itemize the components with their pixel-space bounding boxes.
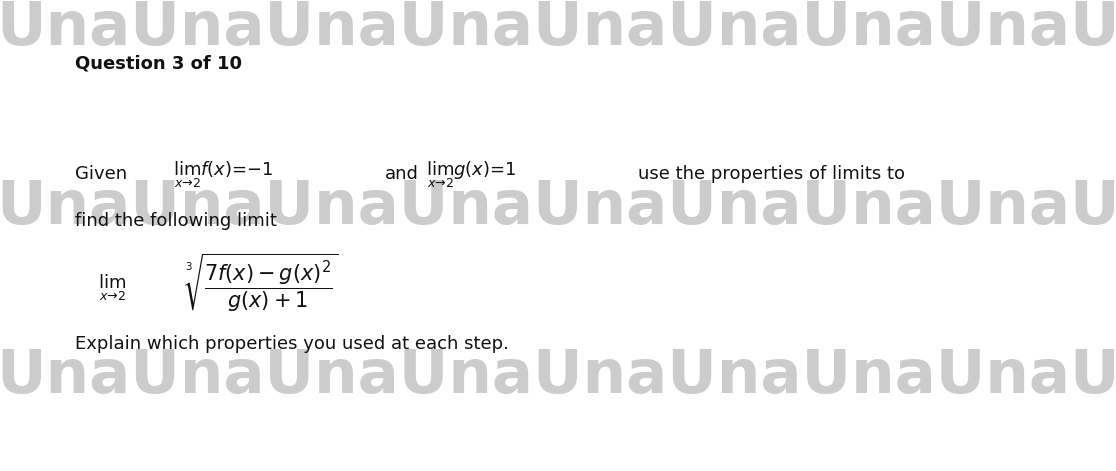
Text: $\lim_{x \to 2} g(x) = 1$: $\lim_{x \to 2} g(x) = 1$ <box>426 159 517 189</box>
Text: find the following limit: find the following limit <box>75 212 277 230</box>
Text: Given: Given <box>75 165 127 183</box>
Text: use the properties of limits to: use the properties of limits to <box>638 165 905 183</box>
Text: UnaUnaUnaUnaUnaUnaUnaUnaU: UnaUnaUnaUnaUnaUnaUnaUnaU <box>0 0 1116 58</box>
Text: and: and <box>385 165 418 183</box>
Text: $\lim_{x \to 2}$: $\lim_{x \to 2}$ <box>98 272 126 302</box>
Text: UnaUnaUnaUnaUnaUnaUnaUnaU: UnaUnaUnaUnaUnaUnaUnaUnaU <box>0 178 1116 237</box>
Text: $\sqrt[3]{\dfrac{7f(x)-g(x)^2}{g(x)+1}}$: $\sqrt[3]{\dfrac{7f(x)-g(x)^2}{g(x)+1}}$ <box>184 252 338 314</box>
Text: Question 3 of 10: Question 3 of 10 <box>75 55 242 73</box>
Text: Explain which properties you used at each step.: Explain which properties you used at eac… <box>75 335 509 353</box>
Text: $\lim_{x \to 2} f(x) = -1$: $\lim_{x \to 2} f(x) = -1$ <box>173 159 273 189</box>
Text: UnaUnaUnaUnaUnaUnaUnaUnaU: UnaUnaUnaUnaUnaUnaUnaUnaU <box>0 347 1116 406</box>
